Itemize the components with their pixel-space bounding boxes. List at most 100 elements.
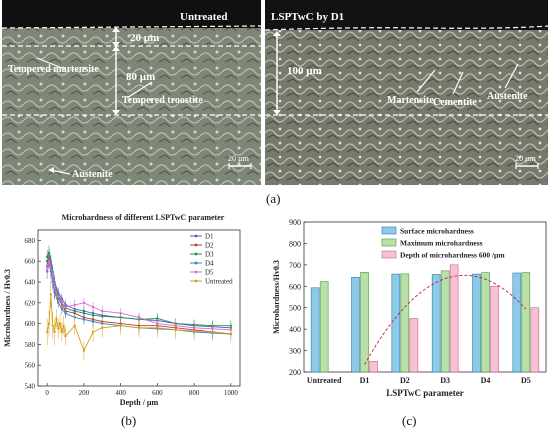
bar xyxy=(351,276,360,373)
data-point xyxy=(64,305,67,309)
micrograph-d1-header: LSPTwC by D1 xyxy=(271,11,344,23)
scale-bar-label-right: 20 µm xyxy=(515,154,537,163)
bar xyxy=(530,307,540,373)
legend-marker xyxy=(194,243,198,247)
micrograph-lsptwc-d1: LSPTwC by D1 100 µm Martensite Cementite… xyxy=(265,0,548,185)
bar xyxy=(391,273,401,373)
bar xyxy=(440,270,450,373)
martensite-label: Martensite xyxy=(387,95,434,106)
chart-c-ytick-label: 500 xyxy=(289,304,301,313)
data-point xyxy=(82,301,86,304)
legend-marker xyxy=(194,252,198,256)
chart-b-ytick-label: 660 xyxy=(25,258,36,266)
chart-c-ytick-label: 200 xyxy=(289,368,301,377)
data-point xyxy=(229,332,233,336)
data-point xyxy=(49,266,53,269)
chart-b-ytick-label: 620 xyxy=(25,299,36,307)
data-point xyxy=(101,309,104,313)
legend-label: Maximum microhardness xyxy=(400,239,483,248)
data-point xyxy=(174,328,177,332)
legend-label: Untreated xyxy=(205,278,233,286)
chart-b-xtick-label: 0 xyxy=(45,389,49,397)
chart-b-ylabel: Microhardness / Hv0.3 xyxy=(3,269,12,347)
data-point xyxy=(73,324,76,327)
chart-c-ytick-label: 600 xyxy=(289,282,301,291)
data-point xyxy=(137,326,141,329)
data-point xyxy=(211,330,214,334)
bar xyxy=(472,273,481,373)
chart-c-ytick-label: 900 xyxy=(289,218,301,227)
chart-c-category-label: D4 xyxy=(481,376,491,385)
chart-c-category-label: D3 xyxy=(440,376,450,385)
chart-b-ytick-label: 540 xyxy=(25,383,36,391)
legend-label: D3 xyxy=(205,251,214,259)
chart-c-ytick-label: 400 xyxy=(289,325,301,334)
chart-b-xtick-label: 1000 xyxy=(224,389,239,397)
cementite-label: Cementite xyxy=(433,97,477,108)
data-point xyxy=(91,314,95,317)
data-point xyxy=(57,327,60,330)
data-point xyxy=(82,312,86,315)
data-point xyxy=(57,295,60,298)
data-point xyxy=(192,329,196,333)
legend-label: D2 xyxy=(205,242,214,250)
data-point xyxy=(62,324,65,327)
legend-label: Depth of microhardness 600 /µm xyxy=(400,251,505,260)
data-point xyxy=(47,322,51,325)
data-point xyxy=(91,320,95,323)
legend-swatch xyxy=(381,226,397,235)
austenite-label-left: Austenite xyxy=(72,169,113,180)
data-point xyxy=(82,349,86,352)
legend-marker xyxy=(194,279,198,283)
chart-b-xtick-label: 800 xyxy=(189,389,200,397)
data-point xyxy=(64,334,67,338)
layer-100um-label: 100 µm xyxy=(287,65,322,77)
data-point xyxy=(47,260,51,263)
chart-c-category-label: Untreated xyxy=(307,376,342,385)
microhardness-depth-chart: Microhardness of different LSPTwC parame… xyxy=(3,213,241,407)
data-point xyxy=(45,268,49,271)
micrograph-untreated-header: Untreated xyxy=(180,11,227,23)
micrograph-untreated: Untreated 20 µm 80 µm Tempered martensit… xyxy=(2,0,261,185)
chart-b-ytick-label: 600 xyxy=(25,320,36,328)
data-point xyxy=(101,315,104,318)
data-point xyxy=(57,301,60,304)
data-point xyxy=(60,330,64,334)
chart-b-ytick-label: 580 xyxy=(25,341,36,349)
tempered-troostite-label: Tempered troostite xyxy=(122,95,203,106)
caption-c: (c) xyxy=(402,413,417,428)
data-point xyxy=(91,330,95,334)
chart-b-ytick-label: 560 xyxy=(25,362,36,370)
chart-c-ytick-label: 800 xyxy=(289,239,301,248)
data-point xyxy=(156,326,159,329)
data-point xyxy=(119,324,122,327)
chart-c-xlabel: LSPTwC parameter xyxy=(386,388,464,398)
scale-bar-label-left: 20 µm xyxy=(228,154,250,163)
data-point xyxy=(51,275,54,278)
layer-80um-label: 80 µm xyxy=(126,71,155,83)
chart-c-category-label: D5 xyxy=(521,376,531,385)
chart-b-xtick-label: 400 xyxy=(115,389,126,397)
chart-c-category-label: D2 xyxy=(400,376,410,385)
legend-marker xyxy=(194,270,198,274)
chart-b-ytick-label: 680 xyxy=(25,237,36,245)
data-point xyxy=(47,251,51,255)
legend-label: D5 xyxy=(205,269,214,277)
bar xyxy=(319,281,329,373)
data-point xyxy=(64,312,67,315)
chart-b-frame xyxy=(37,229,241,387)
legend-marker xyxy=(194,234,198,238)
bar xyxy=(449,264,459,373)
data-point xyxy=(82,318,86,321)
microhardness-bar-chart: 200 300 400 500 600 700 800 900 Untreated D1 D2 D3 D… xyxy=(272,218,547,398)
chart-b-xlabel: Depth / µm xyxy=(120,398,159,407)
data-point xyxy=(51,324,54,327)
legend-swatch xyxy=(381,238,397,247)
bar xyxy=(400,273,410,373)
series-untreated xyxy=(45,281,233,360)
caption-a: (a) xyxy=(266,191,281,206)
data-point xyxy=(73,303,76,307)
bar xyxy=(360,272,369,373)
chart-b-ytick-label: 640 xyxy=(25,279,36,287)
data-point xyxy=(58,322,62,325)
